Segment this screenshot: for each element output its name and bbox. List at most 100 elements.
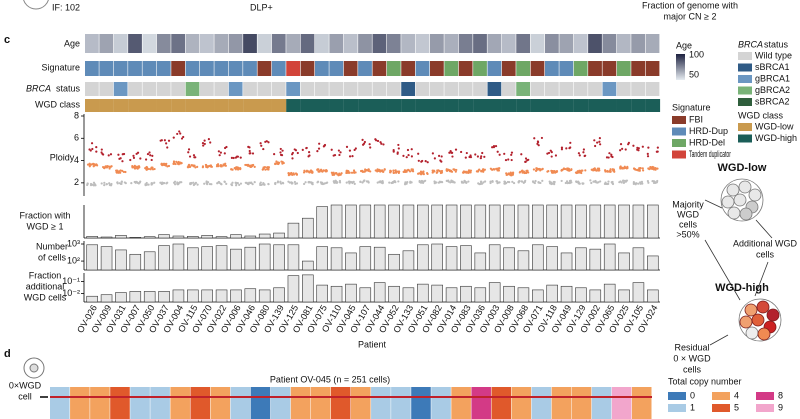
ploidy-dot — [496, 181, 499, 184]
ploidy-dot — [331, 172, 334, 175]
ploidy-dot — [145, 167, 149, 170]
ploidy-dot — [640, 180, 644, 183]
ploidy-dot — [599, 180, 602, 183]
brca-cell — [257, 82, 272, 96]
ploidy-dot — [523, 171, 526, 175]
ploidy-dot — [607, 170, 611, 173]
ploidy-dot — [634, 183, 637, 186]
ploidy-dot — [381, 169, 384, 172]
ploidy-dot — [180, 137, 184, 140]
ploidy-dot — [584, 154, 587, 157]
ploidy-dot — [103, 181, 106, 184]
ploidy-dot — [310, 170, 313, 173]
ploidy-dot — [552, 180, 555, 184]
ploidy-dot — [564, 181, 567, 185]
y-tick-label: 8 — [74, 110, 79, 120]
legend-label: 0 — [690, 390, 695, 400]
wgd-cell — [243, 99, 258, 112]
ploidy-dot — [619, 142, 623, 146]
legend-swatch — [738, 98, 752, 106]
ploidy-dot — [160, 162, 163, 166]
signature-cell — [372, 61, 387, 76]
ploidy-dot — [391, 181, 394, 184]
bar — [330, 204, 343, 239]
ploidy-dot — [330, 148, 333, 151]
heatmap-block — [531, 387, 552, 419]
ploidy-dot — [86, 182, 89, 185]
ploidy-dot — [455, 168, 458, 172]
signature-cell — [257, 61, 272, 76]
legend-label: gBRCA1 — [755, 73, 790, 83]
y-axis-label: WGD ≥ 1 — [27, 221, 64, 231]
ploidy-dot — [626, 166, 629, 170]
y-axis-label: Fraction — [29, 270, 62, 280]
brca-cell — [545, 82, 559, 96]
ploidy-dot — [116, 181, 119, 184]
ploidy-dot — [608, 152, 611, 155]
signature-cell — [300, 61, 315, 76]
bar — [287, 222, 300, 239]
ploidy-dot — [381, 180, 384, 183]
heatmap-block — [230, 387, 251, 419]
bar — [244, 288, 257, 303]
ploidy-dot — [609, 170, 612, 173]
ploidy-dot — [133, 165, 137, 168]
ploidy-dot — [461, 181, 464, 184]
legend-swatch — [712, 404, 730, 412]
brca-cell — [588, 82, 602, 96]
ploidy-dot — [282, 182, 285, 185]
ploidy-dot — [219, 151, 222, 154]
age-cell — [300, 34, 315, 53]
brca-cell — [401, 82, 416, 96]
ploidy-dot — [88, 164, 92, 167]
ploidy-dot — [448, 151, 451, 154]
ploidy-dot — [462, 170, 465, 173]
ploidy-dot — [477, 169, 480, 172]
ploidy-dot — [338, 153, 341, 157]
ploidy-dot — [231, 168, 234, 171]
dlp-label: DLP+ — [250, 2, 273, 12]
bar — [201, 246, 213, 271]
ploidy-dot — [287, 180, 290, 183]
ploidy-dot — [379, 170, 382, 173]
bar — [244, 235, 257, 239]
ploidy-dot — [611, 155, 614, 159]
ploidy-dot — [638, 167, 641, 170]
ploidy-dot — [348, 149, 352, 152]
ploidy-dot — [192, 181, 195, 184]
ploidy-dot — [186, 166, 190, 169]
y-axis-label: additional — [26, 281, 65, 291]
ploidy-dot — [239, 156, 242, 159]
signature-cell — [128, 61, 142, 76]
bar — [632, 247, 645, 271]
ploidy-dot — [512, 181, 516, 185]
panel-letter: d — [4, 348, 11, 360]
bar — [546, 246, 558, 271]
legend-label: 1 — [690, 402, 695, 412]
brca-cell — [458, 82, 473, 96]
heatmap-block — [310, 387, 331, 419]
brca-cell — [228, 82, 243, 96]
bar — [445, 287, 458, 303]
ploidy-dot — [437, 154, 441, 157]
legend-swatch — [738, 123, 752, 131]
ploidy-dot — [246, 163, 250, 166]
bar — [359, 287, 372, 303]
brca-cell — [156, 82, 171, 96]
age-cell — [444, 34, 459, 53]
ploidy-dot — [363, 140, 366, 144]
age-cell — [315, 34, 329, 53]
ploidy-dot — [166, 146, 169, 149]
ploidy-dot — [92, 184, 96, 187]
brca-cell — [358, 82, 372, 96]
bar — [345, 283, 357, 303]
wgd-cell — [214, 99, 229, 112]
wgd-cell — [588, 99, 603, 112]
ploidy-dot — [196, 183, 199, 186]
bar — [431, 204, 443, 239]
ploidy-dot — [307, 155, 310, 158]
brca-cell — [430, 82, 444, 96]
ploidy-dot — [656, 167, 659, 170]
ploidy-dot — [347, 180, 350, 183]
diagram-label: cells — [683, 364, 702, 374]
